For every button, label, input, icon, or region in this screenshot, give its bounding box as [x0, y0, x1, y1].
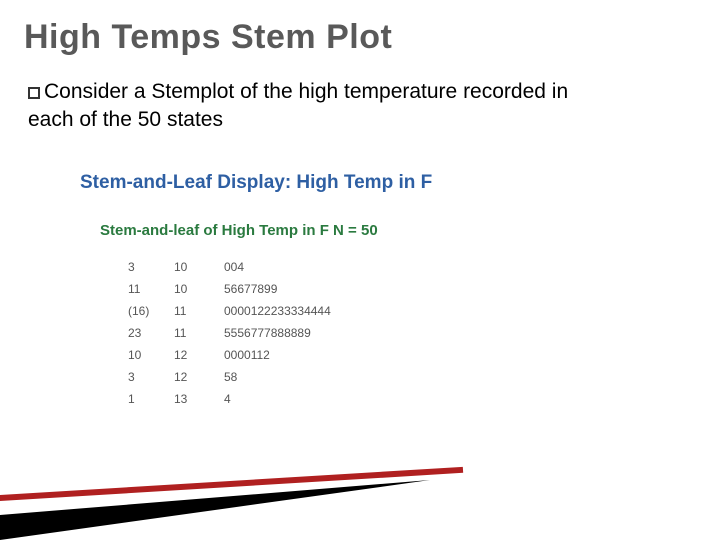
depth-cell: 1	[128, 392, 174, 406]
display-subheading: Stem-and-leaf of High Temp in F N = 50	[100, 222, 378, 239]
stem-cell: 10	[174, 282, 224, 296]
table-row: 1134	[128, 388, 331, 410]
table-row: 23115556777888889	[128, 322, 331, 344]
stem-cell: 11	[174, 326, 224, 340]
decorative-wedge	[0, 420, 720, 540]
slide-title: High Temps Stem Plot	[24, 18, 392, 57]
depth-cell: 3	[128, 260, 174, 274]
stem-cell: 13	[174, 392, 224, 406]
stem-cell: 12	[174, 370, 224, 384]
stem-cell: 10	[174, 260, 224, 274]
stem-cell: 11	[174, 304, 224, 318]
leaf-cell: 0000112	[224, 348, 270, 362]
table-row: 31258	[128, 366, 331, 388]
stem-cell: 12	[174, 348, 224, 362]
leaf-cell: 5556777888889	[224, 326, 311, 340]
table-row: 10120000112	[128, 344, 331, 366]
depth-cell: 10	[128, 348, 174, 362]
bullet-icon	[28, 87, 40, 99]
depth-cell: 11	[128, 282, 174, 296]
body-paragraph: Consider a Stemplot of the high temperat…	[28, 78, 588, 135]
display-heading: Stem-and-Leaf Display: High Temp in F	[80, 172, 432, 194]
wedge-accent-line	[0, 470, 460, 498]
leaf-cell: 4	[224, 392, 231, 406]
table-row: 310004	[128, 256, 331, 278]
leaf-cell: 0000122233334444	[224, 304, 331, 318]
body-text-content: Consider a Stemplot of the high temperat…	[28, 80, 568, 131]
depth-cell: (16)	[128, 304, 174, 318]
wedge-fill	[0, 480, 430, 540]
table-row: 111056677899	[128, 278, 331, 300]
leaf-cell: 56677899	[224, 282, 277, 296]
table-row: (16)110000122233334444	[128, 300, 331, 322]
leaf-cell: 58	[224, 370, 237, 384]
depth-cell: 23	[128, 326, 174, 340]
leaf-cell: 004	[224, 260, 244, 274]
depth-cell: 3	[128, 370, 174, 384]
stem-leaf-table: 310004111056677899(16)110000122233334444…	[128, 256, 331, 410]
